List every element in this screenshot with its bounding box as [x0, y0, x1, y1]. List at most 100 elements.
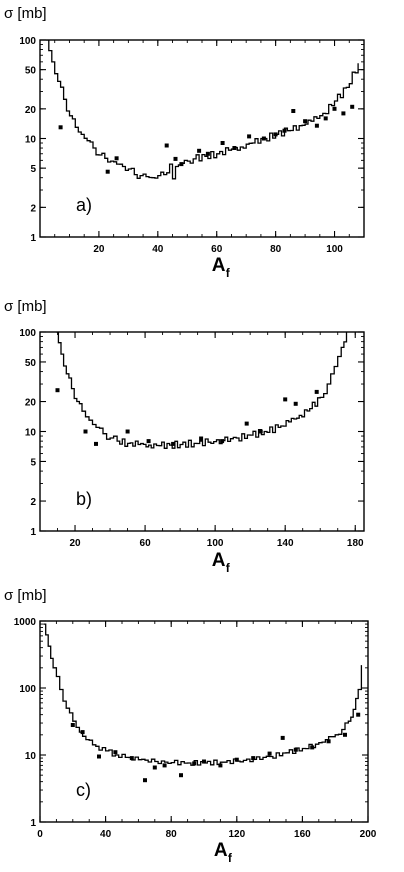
measurement-point — [197, 148, 202, 153]
x-tick-label: 80 — [270, 244, 282, 255]
y-tick-label: 10 — [25, 428, 37, 439]
measurement-point — [162, 763, 167, 768]
measurement-point — [205, 151, 210, 156]
x-tick-label: 200 — [360, 829, 377, 840]
measurement-point — [220, 439, 225, 444]
y-tick-label: 100 — [19, 684, 36, 695]
calculation-step-line — [45, 40, 359, 180]
calculation-step-line — [55, 332, 348, 449]
measurement-point — [293, 747, 298, 752]
x-tick-label: 100 — [326, 244, 343, 255]
x-tick-label: 80 — [166, 829, 178, 840]
measurement-point — [220, 141, 225, 145]
y-tick-label: 5 — [30, 164, 36, 175]
y-tick-label: 2 — [30, 203, 36, 214]
y-tick-label: 1 — [30, 233, 36, 244]
x-tick-label: 140 — [277, 538, 294, 549]
measurement-point — [234, 757, 239, 762]
y-axis-label: σ [mb] — [4, 5, 47, 22]
measurement-point — [97, 754, 101, 759]
y-tick-label: 100 — [19, 36, 36, 47]
y-tick-label: 1 — [30, 818, 36, 829]
x-tick-label: 40 — [152, 244, 164, 255]
measurement-point — [341, 111, 346, 116]
y-tick-label: 100 — [19, 328, 36, 339]
measurement-point — [251, 756, 256, 761]
x-tick-label: 180 — [347, 538, 364, 549]
measurement-point — [218, 763, 223, 768]
y-tick-label: 10 — [25, 135, 37, 146]
measurement-point — [199, 436, 204, 441]
panel-label: a) — [76, 195, 92, 215]
measurement-point — [356, 712, 361, 717]
x-tick-label: 20 — [93, 244, 105, 255]
x-tick-label: 60 — [140, 538, 152, 549]
x-tick-label: 20 — [69, 538, 81, 549]
measurement-point — [293, 401, 298, 406]
measurement-point — [314, 389, 319, 394]
measurement-point — [114, 156, 119, 161]
x-tick-label: 60 — [211, 244, 223, 255]
measurement-point — [310, 745, 315, 750]
measurement-point — [244, 421, 249, 426]
plot-data — [45, 40, 359, 180]
measurement-point — [282, 128, 287, 133]
measurement-point — [179, 773, 183, 778]
measurement-point — [267, 751, 272, 756]
measurement-point — [303, 119, 308, 124]
measurement-point — [173, 156, 178, 161]
measurement-point — [232, 146, 237, 150]
measurement-point — [350, 104, 355, 109]
measurement-point — [261, 136, 266, 141]
measurement-point — [113, 750, 118, 755]
x-tick-label: 160 — [294, 829, 311, 840]
y-axis-label: σ [mb] — [4, 587, 47, 604]
panel-label: b) — [76, 489, 92, 509]
measurement-point — [258, 429, 263, 434]
plot-data — [55, 332, 348, 449]
x-axis-label-subscript: f — [226, 266, 231, 280]
measurement-point — [283, 397, 288, 402]
measurement-point — [273, 132, 278, 137]
measurement-point — [146, 439, 151, 444]
measurement-point — [105, 169, 110, 174]
measurement-point — [83, 429, 88, 434]
measurement-point — [58, 125, 63, 130]
x-axis-label-subscript: f — [226, 561, 231, 575]
y-tick-label: 2 — [30, 497, 36, 508]
x-tick-label: 40 — [100, 829, 112, 840]
calculation-step-line — [43, 623, 363, 766]
measurement-point — [202, 759, 206, 764]
measurement-point — [332, 106, 337, 111]
y-tick-label: 20 — [25, 398, 37, 409]
measurement-point — [171, 441, 176, 446]
measurement-point — [326, 739, 331, 744]
chart-panel-2: 1 2 5 10 20 50 100 20 60 100 140 180 σ [mb] A f b) — [4, 298, 365, 575]
measurement-point — [80, 730, 85, 735]
x-tick-label: 120 — [228, 829, 245, 840]
measurement-point — [164, 143, 169, 148]
measurement-point — [314, 123, 319, 128]
chart-panel-3: 1 10 100 1000 0 40 80 120 160 200 σ [mb] A f c) — [4, 587, 377, 865]
y-tick-label: 1 — [30, 527, 36, 538]
x-axis-label-subscript: f — [228, 851, 233, 865]
measurement-point — [143, 778, 147, 783]
measurement-point — [129, 756, 134, 761]
measurement-point — [343, 732, 347, 737]
measurement-point — [192, 761, 197, 766]
measurement-point — [179, 162, 184, 167]
y-tick-label: 10 — [25, 751, 37, 762]
x-axis-label: A — [214, 840, 228, 861]
y-tick-label: 50 — [25, 66, 37, 77]
measurement-point — [291, 109, 296, 113]
plot-data — [43, 623, 363, 783]
measurement-point — [70, 723, 75, 727]
measurement-point — [152, 765, 157, 770]
chart-panel-1: 1 2 5 10 20 50 100 20 40 60 80 100 σ [mb] A f a) — [4, 5, 365, 280]
y-tick-label: 5 — [30, 457, 36, 468]
x-axis-label: A — [212, 255, 226, 276]
x-axis-label: A — [212, 550, 226, 571]
measurement-point — [55, 388, 60, 393]
measurement-point — [280, 735, 285, 740]
